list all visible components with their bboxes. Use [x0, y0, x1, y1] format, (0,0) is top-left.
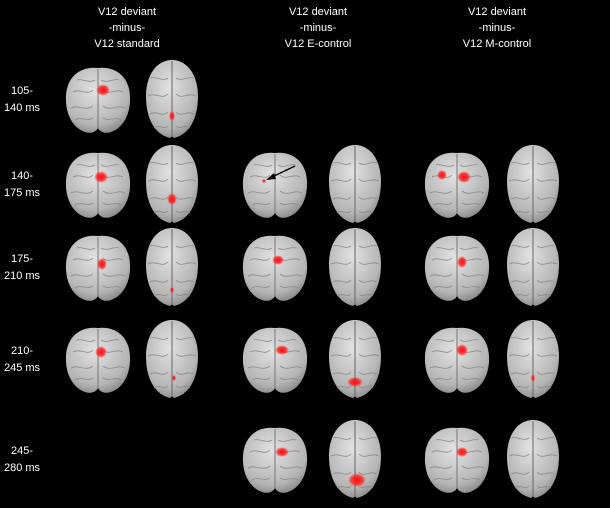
brain-front [424, 327, 490, 394]
brain-front [65, 152, 131, 219]
activation [437, 170, 447, 180]
row-label: 175- [11, 253, 33, 265]
brain-front-view [242, 427, 308, 494]
column-header: V12 deviant [289, 6, 347, 18]
activation [95, 346, 107, 358]
brain-front-view [424, 235, 490, 302]
brain-top [145, 59, 199, 139]
activation [456, 344, 468, 356]
brain-front [242, 327, 308, 394]
brain-top [506, 419, 560, 499]
brain-top-view [506, 227, 560, 307]
activation [94, 171, 108, 183]
activation [275, 447, 289, 457]
activation [172, 375, 176, 381]
column-header: -minus- [109, 22, 146, 34]
activation [170, 287, 174, 293]
activation [97, 258, 107, 270]
brain-front-view [424, 152, 490, 219]
row-label: 210- [11, 345, 33, 357]
row-label: 245 ms [4, 362, 41, 374]
column-header: V12 deviant [98, 6, 156, 18]
activation [169, 111, 175, 121]
row-label: 140- [11, 170, 33, 182]
row-label: 245- [11, 445, 33, 457]
brain-front [65, 235, 131, 302]
brain-top-view [506, 319, 560, 399]
brain-front-view [242, 235, 308, 302]
row-label: 105- [11, 85, 33, 97]
column-header: -minus- [479, 22, 516, 34]
activation [531, 374, 535, 382]
brain-front-view [242, 327, 308, 394]
brain-top [328, 144, 382, 224]
brain-front [65, 67, 131, 134]
brain-top [328, 319, 382, 399]
brain-top [145, 227, 199, 307]
brain-front [242, 427, 308, 494]
brain-panels [65, 59, 560, 499]
activation [457, 171, 471, 183]
column-header: -minus- [300, 22, 337, 34]
brain-top [328, 419, 382, 499]
brain-top [328, 227, 382, 307]
brain-top-view [506, 144, 560, 224]
brain-top-view [145, 319, 199, 399]
activation [272, 255, 284, 265]
brain-front [424, 152, 490, 219]
column-header: V12 E-control [285, 38, 352, 50]
brain-top [506, 319, 560, 399]
activation [275, 345, 289, 355]
activation [456, 447, 468, 457]
brain-front-view [65, 152, 131, 219]
brain-front [424, 427, 490, 494]
row-label: 175 ms [4, 187, 41, 199]
row-label: 280 ms [4, 462, 41, 474]
brain-front [242, 235, 308, 302]
brain-front-view [424, 327, 490, 394]
brain-front-view [65, 67, 131, 134]
brain-front-view [65, 235, 131, 302]
column-header: V12 standard [94, 38, 159, 50]
brain-top [506, 227, 560, 307]
column-header: V12 M-control [463, 38, 531, 50]
brain-top-view [145, 144, 199, 224]
column-header: V12 deviant [468, 6, 526, 18]
brain-front-view [65, 327, 131, 394]
arrow [266, 165, 296, 180]
activation [96, 84, 110, 96]
brain-front-view [242, 152, 308, 219]
brain-top-view [145, 59, 199, 139]
activation [262, 179, 266, 183]
row-label: 140 ms [4, 102, 41, 114]
brain-front [65, 327, 131, 394]
brain-top-view [328, 227, 382, 307]
brain-top [506, 144, 560, 224]
brain-top-view [506, 419, 560, 499]
brain-top-view [145, 227, 199, 307]
brain-top-view [328, 144, 382, 224]
brain-front-view [424, 427, 490, 494]
brain-top [145, 319, 199, 399]
brain-front [242, 152, 308, 219]
activation [457, 256, 467, 268]
activation [347, 377, 363, 387]
row-label: 210 ms [4, 270, 41, 282]
activation [348, 473, 366, 487]
brain-front [424, 235, 490, 302]
brain-top [145, 144, 199, 224]
activation [167, 193, 177, 205]
